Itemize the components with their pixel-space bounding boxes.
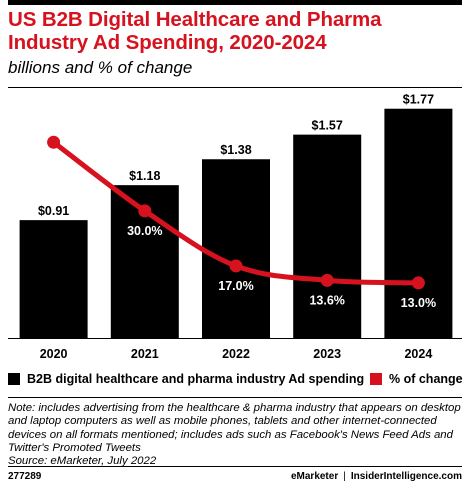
- chart-subtitle: billions and % of change: [8, 58, 193, 77]
- legend-rule: [8, 397, 462, 398]
- x-tick-label-2021: 2021: [131, 347, 159, 361]
- brand-separator: |: [343, 471, 346, 482]
- x-tick-label-2023: 2023: [313, 347, 341, 361]
- top-rule: [8, 0, 462, 5]
- line-point-2022: [229, 259, 243, 273]
- line-point-2020: [47, 135, 61, 149]
- bar-2024: [384, 108, 453, 338]
- line-value-label-2021: 30.0%: [127, 224, 162, 238]
- line-value-label-2022: 17.0%: [218, 279, 253, 293]
- source-text: Source: eMarketer, July 2022: [8, 455, 157, 468]
- line-value-label-2024: 13.0%: [401, 296, 436, 310]
- legend: B2B digital healthcare and pharma indust…: [8, 372, 464, 390]
- brand-insider: InsiderIntelligence.com: [350, 471, 462, 482]
- chart-id: 277289: [8, 471, 42, 482]
- legend-item-line: % of change: [370, 372, 463, 386]
- x-tick-label-2024: 2024: [404, 347, 432, 361]
- bar-value-label-2024: $1.77: [403, 93, 434, 107]
- line-point-2021: [138, 204, 152, 218]
- chart-title: US B2B Digital Healthcare and Pharma Ind…: [8, 8, 382, 54]
- legend-swatch-bars: [8, 373, 20, 385]
- bar-2022: [202, 159, 270, 338]
- line-series: 46.2% 30.0% 17.0% 13.6% 13.0%: [36, 135, 436, 310]
- legend-label-line: % of change: [389, 372, 463, 386]
- footer-brand: eMarketer | InsiderIntelligence.com: [291, 471, 462, 482]
- bar-series: $0.91 $1.18 $1.38 $1.57 $1.77: [19, 93, 453, 338]
- line-value-label-2023: 13.6%: [309, 293, 344, 307]
- chart-plot: $0.91 $1.18 $1.38 $1.57 $1.77 46.2% 30.0% 17.0…: [8, 93, 462, 361]
- line-value-label-2020: 46.2%: [36, 155, 71, 169]
- line-point-2024: [411, 276, 425, 290]
- note-text: Note: includes advertising from the heal…: [8, 402, 461, 454]
- footnote: Note: includes advertising from the heal…: [8, 402, 464, 468]
- subtitle-rule: [8, 87, 462, 88]
- legend-item-bars: B2B digital healthcare and pharma indust…: [8, 372, 364, 386]
- line-point-2023: [320, 273, 334, 287]
- bar-value-label-2023: $1.57: [312, 119, 343, 133]
- bar-value-label-2022: $1.38: [220, 143, 251, 157]
- bar-2023: [293, 134, 362, 338]
- legend-swatch-line: [370, 373, 382, 385]
- x-axis: 2020 2021 2022 2023 2024: [8, 338, 462, 361]
- brand-emarketer: eMarketer: [290, 471, 339, 482]
- x-tick-label-2022: 2022: [222, 347, 250, 361]
- bar-2020: [19, 220, 88, 338]
- bar-value-label-2020: $0.91: [38, 204, 69, 218]
- legend-label-bars: B2B digital healthcare and pharma indust…: [27, 372, 365, 386]
- bar-value-label-2021: $1.18: [129, 169, 160, 183]
- bottom-rule: [8, 466, 462, 467]
- x-tick-label-2020: 2020: [40, 347, 68, 361]
